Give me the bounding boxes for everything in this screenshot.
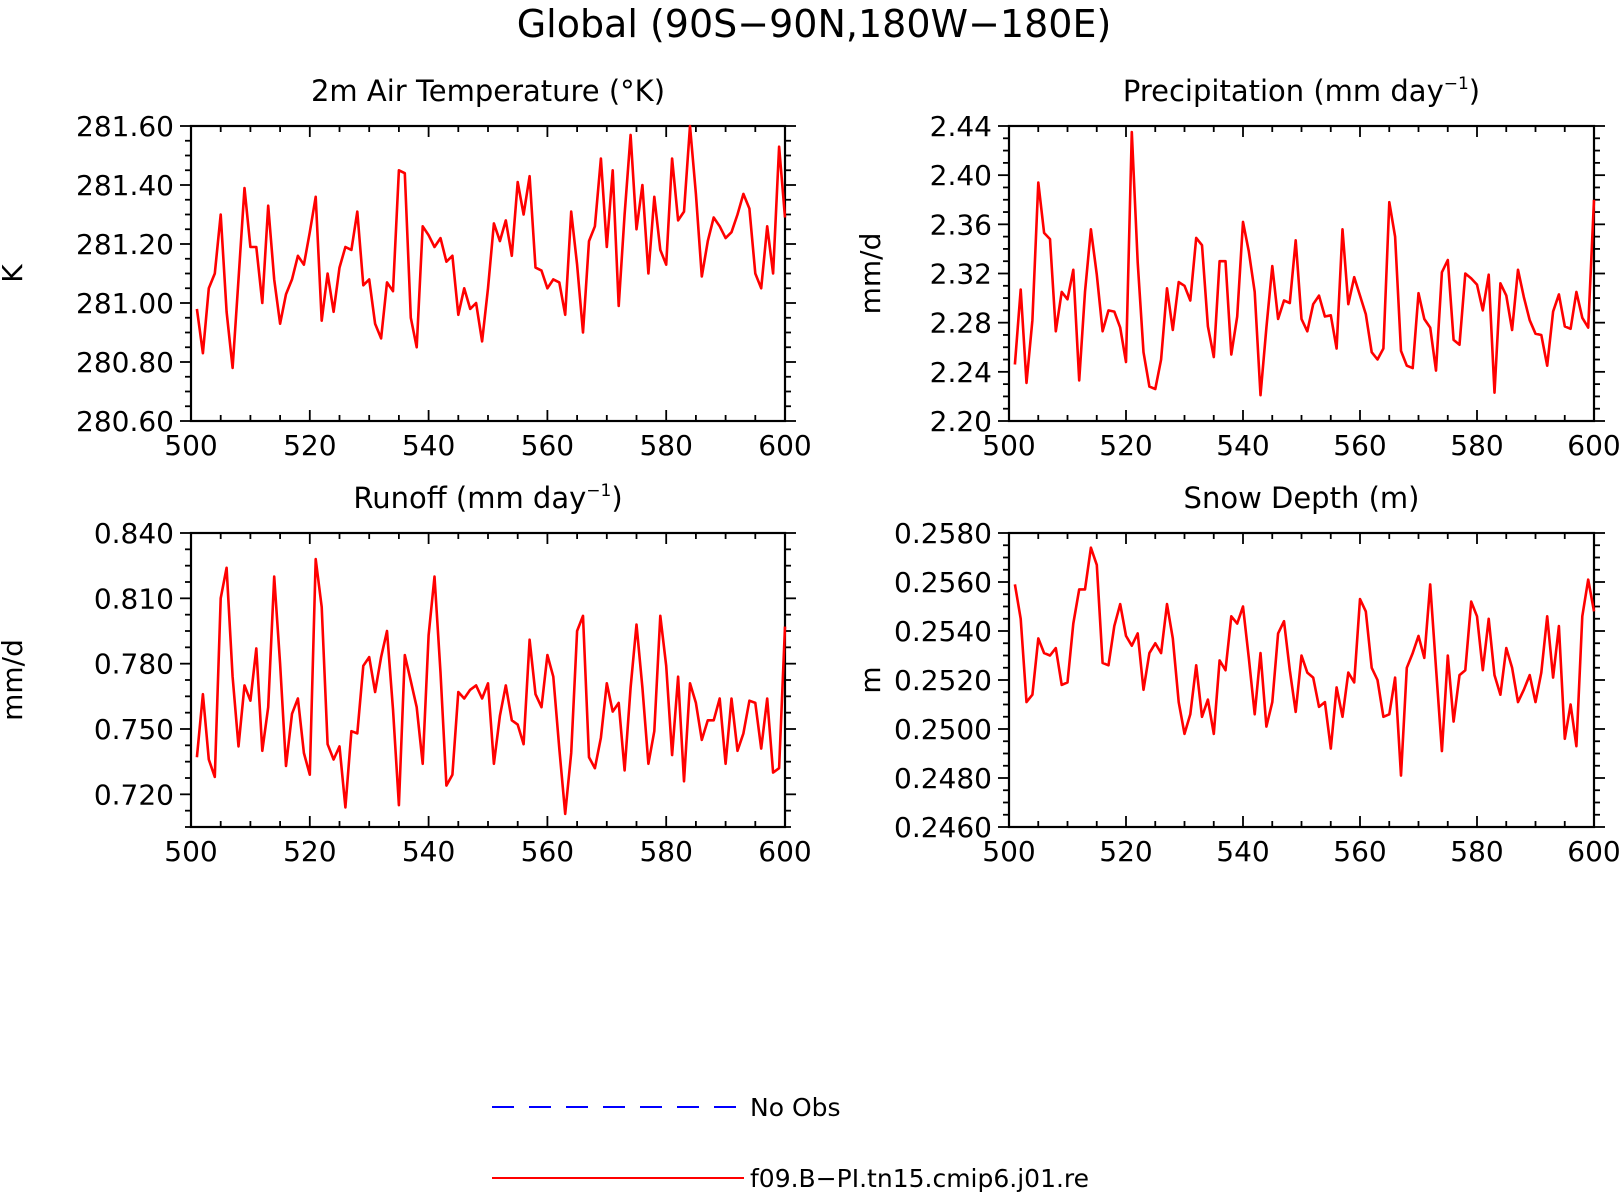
panel-title: Precipitation (mm day−1) (1123, 74, 1480, 108)
x-tick-label: 560 (1333, 429, 1386, 462)
y-tick-label: 2.20 (930, 405, 992, 438)
x-tick-label: 560 (521, 835, 574, 868)
x-tick-label: 540 (402, 429, 455, 462)
x-tick-label: 500 (982, 835, 1035, 868)
x-tick-label: 560 (1333, 835, 1386, 868)
x-tick-label: 540 (1216, 835, 1269, 868)
x-tick-label: 580 (1450, 835, 1503, 868)
y-tick-label: 0.2500 (894, 713, 992, 746)
panel-title: Runoff (mm day−1) (353, 481, 622, 515)
y-axis-label: m (854, 666, 887, 693)
y-tick-label: 2.36 (930, 208, 992, 241)
x-tick-label: 560 (521, 429, 574, 462)
panel-title: 2m Air Temperature (°K) (311, 74, 665, 108)
panel-precipitation: Precipitation (mm day−1) mm/d 500 520 540 5… (854, 74, 1621, 462)
x-tick-label: 520 (1099, 835, 1152, 868)
y-tick-label: 2.24 (930, 356, 992, 389)
y-tick-label: 0.750 (94, 713, 174, 746)
x-tick-label: 580 (1450, 429, 1503, 462)
x-tick-label: 540 (1216, 429, 1269, 462)
series-line-model (195, 124, 787, 370)
legend: No Obs f09.B−PI.tn15.cmip6.j01.re (492, 1093, 1089, 1193)
series-line-model (1013, 546, 1596, 777)
panel-runoff: Runoff (mm day−1) mm/d 500 520 540 560 580 60… (0, 481, 812, 868)
y-tick-label: 280.60 (76, 405, 174, 438)
x-tick-label: 580 (639, 429, 692, 462)
y-tick-label: 0.2540 (894, 615, 992, 648)
panel-title: Snow Depth (m) (1184, 481, 1420, 515)
plot-frame (189, 124, 787, 423)
y-tick-label: 281.20 (76, 228, 174, 261)
y-tick-label: 0.2560 (894, 566, 992, 599)
y-tick-label: 2.28 (930, 307, 992, 340)
panel-snow-depth: Snow Depth (m) m 500 520 540 560 580 600 0.246… (854, 481, 1621, 868)
figure-title: Global (90S−90N,180W−180E) (517, 2, 1112, 46)
x-tick-label: 500 (982, 429, 1035, 462)
x-tick-label: 600 (758, 835, 811, 868)
y-tick-label: 281.00 (76, 287, 174, 320)
y-tick-label: 0.2460 (894, 811, 992, 844)
y-tick-label: 280.80 (76, 346, 174, 379)
y-tick-label: 0.720 (94, 778, 174, 811)
x-tick-label: 580 (639, 835, 692, 868)
x-tick-label: 500 (164, 429, 217, 462)
x-tick-label: 520 (283, 429, 336, 462)
panel-air-temperature: 2m Air Temperature (°K) K 500 520 540 560 58… (0, 74, 812, 462)
y-tick-label: 0.2520 (894, 664, 992, 697)
x-tick-label: 600 (1567, 429, 1620, 462)
y-axis-label: K (0, 264, 29, 283)
y-tick-label: 281.60 (76, 110, 174, 143)
y-tick-label: 281.40 (76, 169, 174, 202)
x-tick-label: 500 (164, 835, 217, 868)
legend-label-model: f09.B−PI.tn15.cmip6.j01.re (750, 1164, 1089, 1193)
y-tick-label: 2.44 (930, 110, 992, 143)
x-tick-label: 600 (758, 429, 811, 462)
x-tick-label: 520 (283, 835, 336, 868)
y-tick-label: 0.2580 (894, 517, 992, 550)
y-axis-label: mm/d (854, 233, 887, 315)
series-line-model (1013, 130, 1596, 397)
x-tick-label: 600 (1567, 835, 1620, 868)
y-tick-label: 0.780 (94, 648, 174, 681)
y-tick-label: 2.32 (930, 258, 992, 291)
y-axis-label: mm/d (0, 639, 29, 721)
y-tick-label: 0.2480 (894, 762, 992, 795)
y-tick-label: 0.840 (94, 517, 174, 550)
y-tick-label: 0.810 (94, 582, 174, 615)
series-line-model (195, 557, 787, 816)
x-tick-label: 540 (402, 835, 455, 868)
legend-label-no-obs: No Obs (750, 1093, 841, 1122)
y-tick-label: 2.40 (930, 159, 992, 192)
x-tick-label: 520 (1099, 429, 1152, 462)
